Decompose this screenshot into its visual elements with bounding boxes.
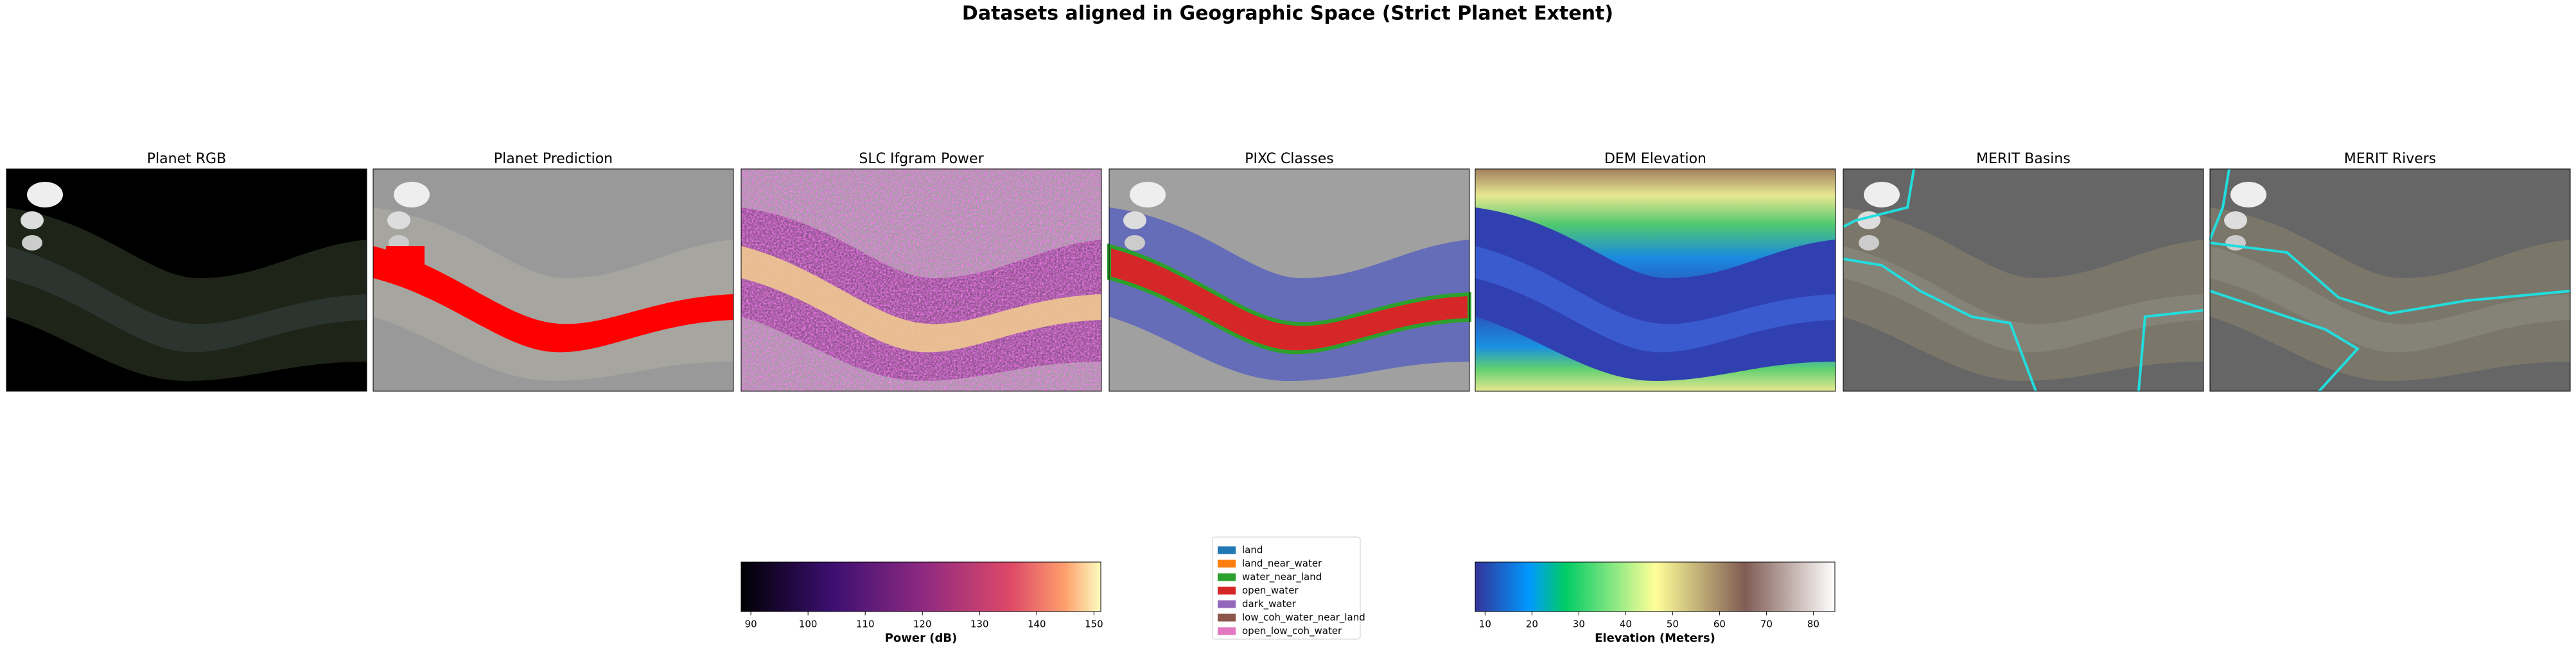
panel-frame: [6, 168, 367, 392]
panel-frame: [2209, 168, 2571, 392]
image: [741, 169, 1101, 391]
tick-label: 20: [1526, 619, 1538, 630]
panel-frame: [1843, 168, 2204, 392]
legend-label: open_low_coh_water: [1242, 625, 1342, 637]
tick-label: 60: [1713, 619, 1726, 630]
image: [6, 169, 367, 391]
panel-title: MERIT Rivers: [2344, 151, 2437, 167]
panel-frame: [740, 168, 1102, 392]
tick-label: 140: [1028, 619, 1046, 630]
tick-label: 90: [745, 619, 757, 630]
colorbar-label: Power (dB): [885, 631, 958, 645]
image: [1109, 169, 1469, 391]
panel-title: SLC Ifgram Power: [859, 151, 984, 167]
image: [1475, 169, 1836, 391]
panel-frame: [1475, 168, 1836, 392]
tick-label: 80: [1807, 619, 1819, 630]
legend-label: land_near_water: [1242, 558, 1322, 570]
tick-label: 150: [1085, 619, 1103, 630]
legend-swatch: [1218, 546, 1236, 554]
figure-title: Datasets aligned in Geographic Space (St…: [962, 3, 1613, 25]
legend-box: [1212, 536, 1361, 640]
tick-label: 10: [1479, 619, 1491, 630]
tick-label: 40: [1620, 619, 1632, 630]
legend-label: open_water: [1242, 585, 1299, 597]
legend-swatch: [1218, 559, 1236, 568]
legend-label: low_coh_water_near_land: [1242, 612, 1365, 624]
panel-title: Planet Prediction: [494, 151, 613, 167]
panel-frame: [1108, 168, 1470, 392]
tick-label: 100: [799, 619, 818, 630]
panel-title: MERIT Basins: [1976, 151, 2071, 167]
legend-swatch: [1218, 586, 1236, 595]
tick-label: 120: [913, 619, 932, 630]
colorbar: [740, 561, 1101, 612]
tick-label: 50: [1667, 619, 1679, 630]
legend-label: land: [1242, 544, 1263, 556]
legend-swatch: [1218, 600, 1236, 608]
colorbar-label: Elevation (Meters): [1595, 631, 1715, 645]
tick-label: 130: [970, 619, 989, 630]
panel-frame: [372, 168, 734, 392]
image: [2209, 168, 2571, 392]
image: [373, 169, 733, 391]
panel-title: DEM Elevation: [1604, 151, 1706, 167]
legend-swatch: [1218, 613, 1236, 622]
legend-swatch: [1218, 573, 1236, 581]
image: [1843, 168, 2204, 392]
legend-label: dark_water: [1242, 598, 1297, 610]
tick-label: 30: [1573, 619, 1585, 630]
panel-title: PIXC Classes: [1245, 151, 1333, 167]
panel-title: Planet RGB: [147, 151, 226, 167]
legend-swatch: [1218, 627, 1236, 635]
colorbar: [1475, 561, 1836, 612]
tick-label: 70: [1760, 619, 1773, 630]
tick-label: 110: [856, 619, 875, 630]
legend-label: water_near_land: [1242, 571, 1322, 583]
